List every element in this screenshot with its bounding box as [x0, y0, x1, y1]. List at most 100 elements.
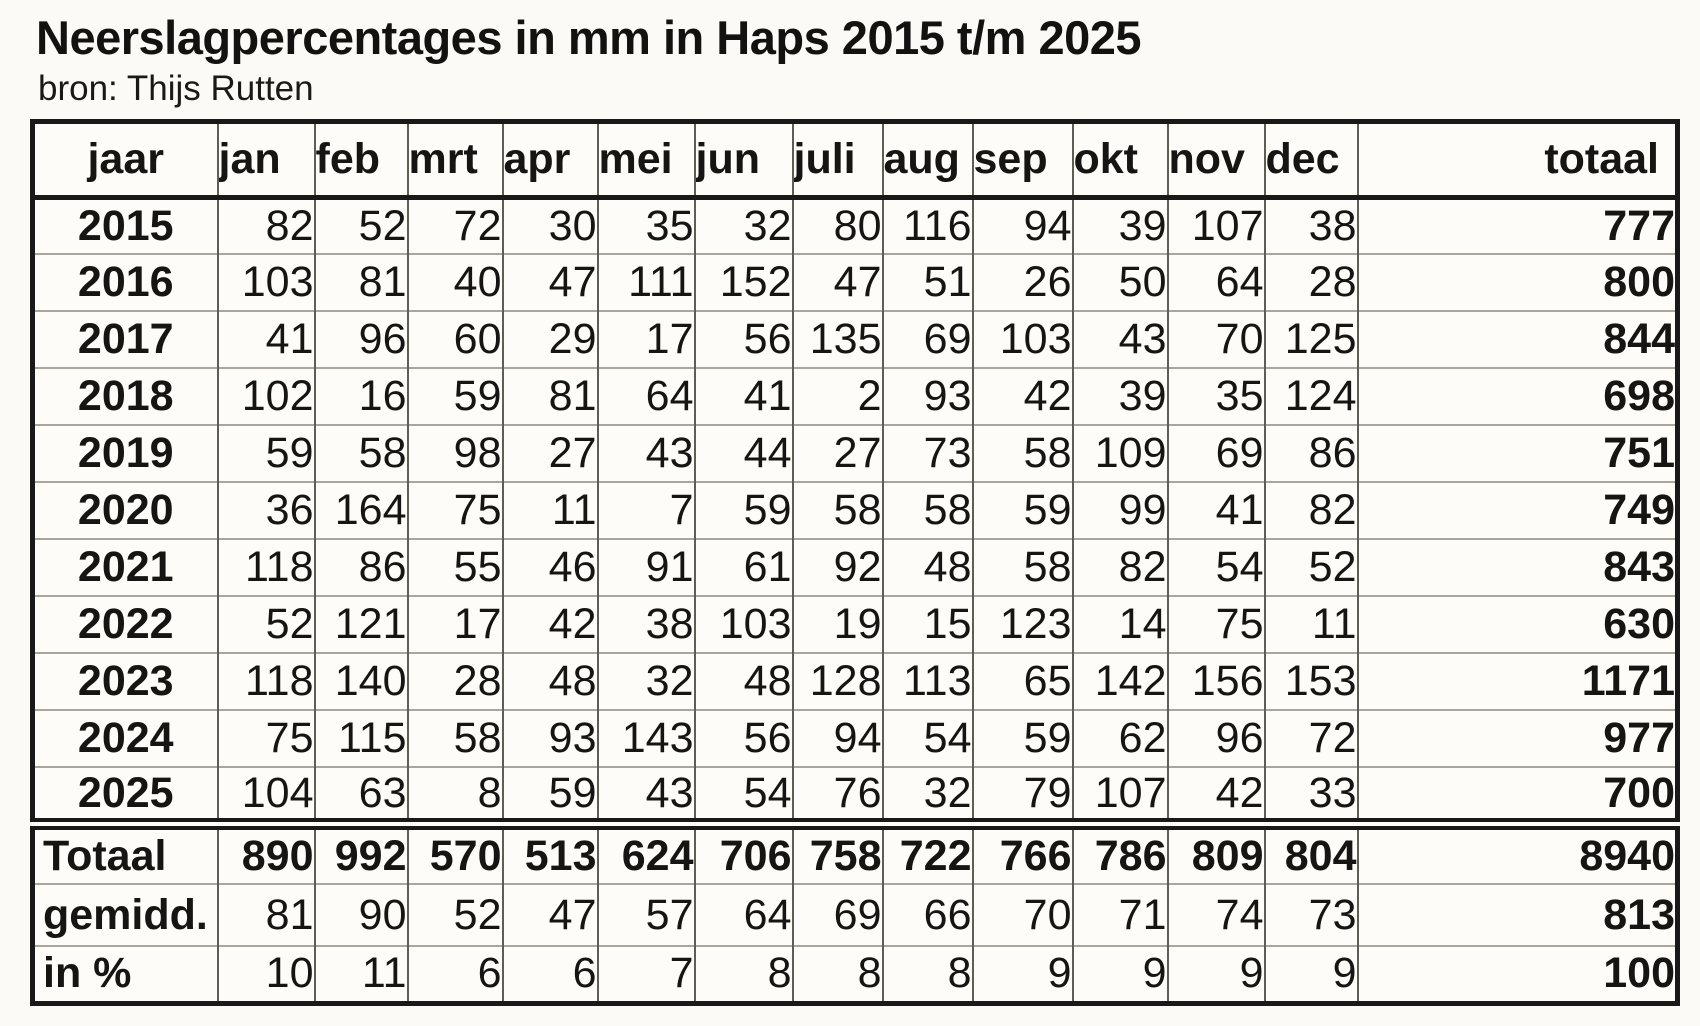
table-cell: 104: [216, 766, 315, 825]
table-cell: 103: [971, 310, 1073, 369]
table-cell: 38: [596, 595, 695, 654]
table-cell: 42: [1166, 766, 1265, 825]
table-cell: 35: [1166, 367, 1265, 426]
table-cell: 66: [881, 883, 973, 947]
table-row-2023: 2023 118 140 28 48 32 48 128 113 65 142 156 153 1171: [32, 652, 1678, 711]
header-cell-sep: sep: [971, 121, 1073, 200]
table-cell: 59: [693, 481, 793, 540]
table-cell: 2: [791, 367, 883, 426]
table-row-2016: 2016 103 81 40 47 111 152 47 51 26 50 64 28 800: [32, 253, 1678, 312]
table-cell: 156: [1166, 652, 1265, 711]
row-total-cell: 800: [1356, 253, 1678, 312]
table-cell: 125: [1263, 310, 1358, 369]
table-cell: 19: [791, 595, 883, 654]
table-cell: 30: [501, 197, 598, 255]
table-cell: 706: [693, 818, 793, 885]
table-cell: 116: [881, 197, 973, 255]
table-cell: 36: [216, 481, 315, 540]
table-cell: 59: [971, 481, 1073, 540]
table-cell: 722: [881, 818, 973, 885]
table-cell: 75: [216, 709, 315, 768]
table-cell: 7: [596, 481, 695, 540]
table-cell: 70: [1166, 310, 1265, 369]
row-total-cell: 700: [1356, 766, 1678, 825]
table-cell: 107: [1071, 766, 1168, 825]
table-cell: 94: [971, 197, 1073, 255]
table-cell: 55: [406, 538, 503, 597]
table-cell: 81: [313, 253, 408, 312]
table-cell: 9: [1071, 945, 1168, 1004]
table-cell: 75: [1166, 595, 1265, 654]
header-cell-mrt: mrt: [406, 121, 503, 200]
row-label: 2023: [32, 652, 218, 711]
row-total-cell: 844: [1356, 310, 1678, 369]
table-cell: 9: [971, 945, 1073, 1004]
table-cell: 164: [313, 481, 408, 540]
table-cell: 7: [596, 945, 695, 1004]
table-cell: 69: [1166, 424, 1265, 483]
table-cell: 42: [971, 367, 1073, 426]
table-cell: 48: [881, 538, 973, 597]
table-cell: 65: [971, 652, 1073, 711]
table-cell: 58: [971, 424, 1073, 483]
row-label: 2022: [32, 595, 218, 654]
table-cell: 32: [881, 766, 973, 825]
table-cell: 152: [693, 253, 793, 312]
table-cell: 59: [406, 367, 503, 426]
table-cell: 6: [406, 945, 503, 1004]
table-cell: 86: [1263, 424, 1358, 483]
row-label: gemidd.: [32, 883, 218, 947]
table-cell: 41: [216, 310, 315, 369]
table-cell: 102: [216, 367, 315, 426]
row-label: 2020: [32, 481, 218, 540]
table-cell: 82: [216, 197, 315, 255]
header-cell-apr: apr: [501, 121, 598, 200]
table-cell: 9: [1263, 945, 1358, 1004]
table-cell: 113: [881, 652, 973, 711]
table-cell: 766: [971, 818, 1073, 885]
table-cell: 41: [693, 367, 793, 426]
table-row-2021: 2021 118 86 55 46 91 61 92 48 58 82 54 52 843: [32, 538, 1678, 597]
table-row-2022: 2022 52 121 17 42 38 103 19 15 123 14 75 11 630: [32, 595, 1678, 654]
table-cell: 54: [1166, 538, 1265, 597]
header-cell-juli: juli: [791, 121, 883, 200]
table-cell: 103: [693, 595, 793, 654]
table-cell: 58: [406, 709, 503, 768]
table-cell: 58: [881, 481, 973, 540]
table-row-2015: 2015 82 52 72 30 35 32 80 116 94 39 107 38 777: [33, 197, 1678, 255]
table-cell: 29: [501, 310, 598, 369]
table-cell: 41: [1166, 481, 1265, 540]
table-cell: 86: [313, 538, 408, 597]
table-cell: 142: [1071, 652, 1168, 711]
table-cell: 63: [313, 766, 408, 825]
header-cell-mei: mei: [596, 121, 695, 200]
row-total-cell: 8940: [1356, 818, 1678, 885]
table-cell: 32: [693, 197, 793, 255]
row-label: 2017: [32, 310, 218, 369]
row-label: 2016: [32, 253, 218, 312]
table-cell: 51: [881, 253, 973, 312]
row-total-cell: 777: [1356, 197, 1678, 255]
table-cell: 96: [1166, 709, 1265, 768]
table-cell: 8: [881, 945, 973, 1004]
table-row-gemidd: gemidd. 81 90 52 47 57 64 69 66 70 71 74 73 813: [32, 883, 1678, 947]
table-cell: 570: [406, 818, 503, 885]
table-cell: 58: [313, 424, 408, 483]
table-cell: 39: [1071, 197, 1168, 255]
table-cell: 624: [596, 818, 695, 885]
table-cell: 103: [216, 253, 315, 312]
page-title: Neerslagpercentages in mm in Haps 2015 t…: [36, 11, 1142, 64]
table-cell: 64: [693, 883, 793, 947]
table-cell: 115: [313, 709, 408, 768]
row-total-cell: 698: [1356, 367, 1678, 426]
table-cell: 48: [693, 652, 793, 711]
table-cell: 56: [693, 310, 793, 369]
table-cell: 59: [971, 709, 1073, 768]
table-cell: 14: [1071, 595, 1168, 654]
table-cell: 99: [1071, 481, 1168, 540]
table-cell: 62: [1071, 709, 1168, 768]
header-cell-aug: aug: [881, 121, 973, 200]
table-cell: 128: [791, 652, 883, 711]
header-cell-jan: jan: [216, 121, 315, 200]
